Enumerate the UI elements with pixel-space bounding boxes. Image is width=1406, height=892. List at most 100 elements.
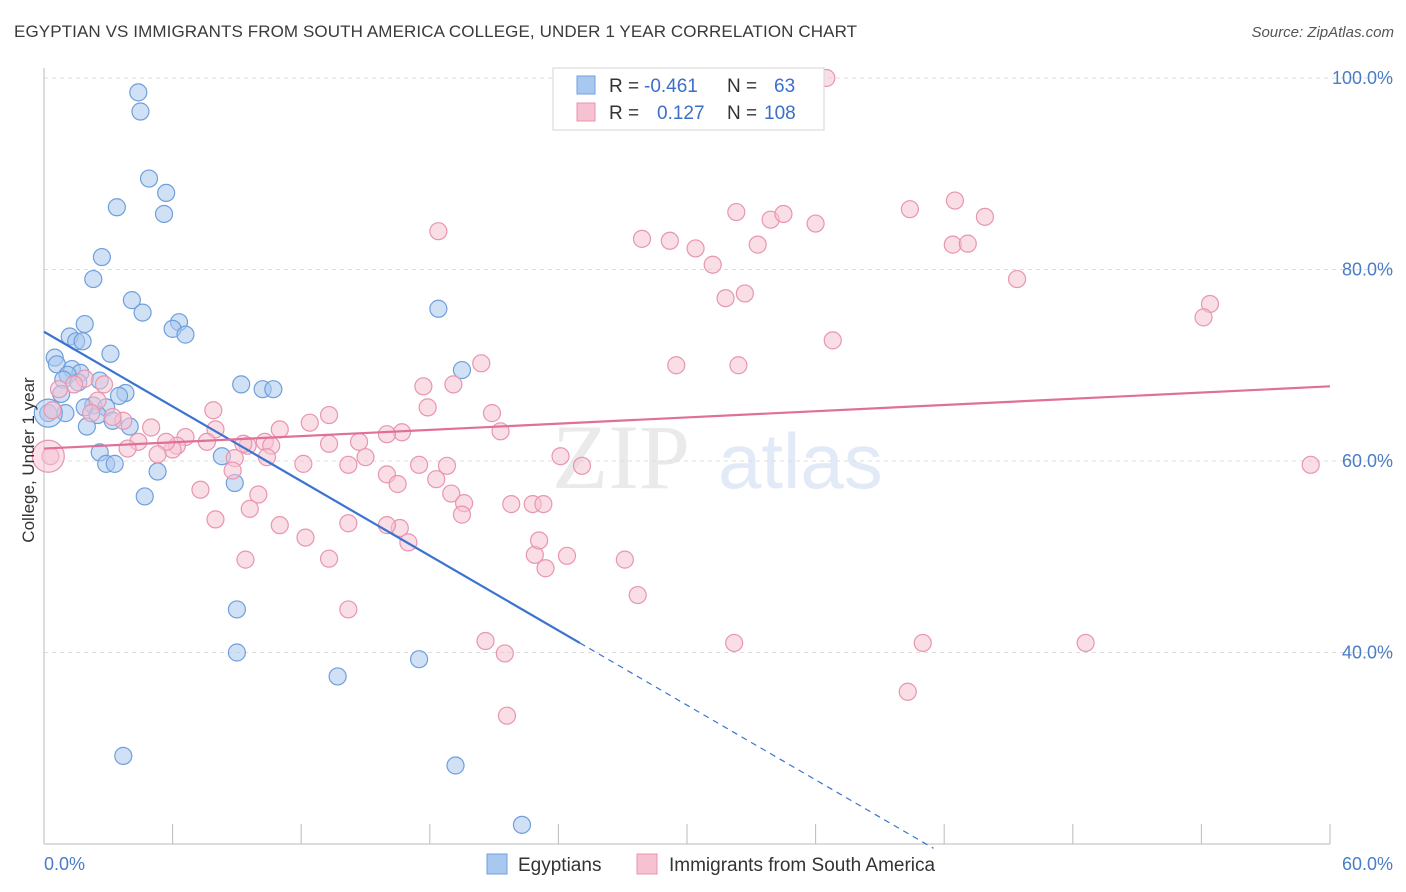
legend-r-label-egy: R = <box>609 76 639 97</box>
immigrants-point <box>572 456 592 475</box>
y-tick-label: 80.0% <box>1342 260 1393 280</box>
immigrants-point <box>204 401 223 420</box>
stats-legend: R = -0.461 N = 63 R = 0.127 N = 108 <box>552 67 825 131</box>
immigrants-point <box>536 559 555 578</box>
immigrants-point <box>495 644 514 663</box>
immigrants-point <box>472 354 491 373</box>
immigrants-trend-line <box>43 385 1331 450</box>
immigrants-point <box>429 222 448 241</box>
x-tick-min: 0.0% <box>44 854 85 874</box>
immigrants-point <box>806 214 825 233</box>
immigrants-point <box>945 191 965 210</box>
egyptians-point <box>446 756 465 775</box>
egyptians-point <box>131 102 150 121</box>
egyptians-point <box>84 269 103 289</box>
egyptians-point <box>328 667 347 686</box>
immigrants-point <box>476 631 495 651</box>
immigrants-point <box>823 331 842 350</box>
immigrants-point <box>82 404 101 423</box>
egyptians-point <box>148 462 167 481</box>
bottom-legend-immigrants: Immigrants from South America <box>669 855 936 876</box>
egyptians-point <box>139 169 159 188</box>
egyptians-point <box>176 325 195 344</box>
immigrants-point <box>444 375 463 394</box>
immigrants-point <box>1301 455 1320 474</box>
immigrants-point <box>900 200 920 219</box>
legend-n-value-egy: 63 <box>774 76 795 97</box>
egyptians-point <box>122 291 141 310</box>
immigrants-point <box>452 505 472 524</box>
egyptians-point <box>92 247 111 267</box>
egyptians-point <box>107 198 126 217</box>
immigrants-point <box>958 234 977 253</box>
y-tick-label: 40.0% <box>1342 643 1393 663</box>
immigrants-point <box>686 239 705 258</box>
immigrants-point <box>748 235 767 254</box>
immigrants-point <box>319 549 339 568</box>
immigrants-point <box>774 204 793 224</box>
legend-r-value-imm: 0.127 <box>657 103 705 124</box>
y-tick-label: 60.0% <box>1342 451 1393 471</box>
legend-n-label-imm: N = <box>727 103 757 124</box>
immigrants-point <box>118 439 137 458</box>
egyptians-point <box>75 314 94 334</box>
egyptians-points <box>33 83 532 834</box>
egyptians-point <box>135 487 154 506</box>
immigrants-point <box>49 380 69 399</box>
egyptians-point <box>264 380 283 399</box>
immigrants-point <box>1007 269 1027 289</box>
immigrants-point <box>615 550 634 569</box>
immigrants-point <box>142 418 161 437</box>
egyptians-point <box>105 454 124 473</box>
immigrants-point <box>377 425 397 444</box>
immigrants-point <box>43 401 62 420</box>
immigrants-point <box>319 405 339 425</box>
immigrants-point <box>632 229 652 248</box>
egyptians-point <box>133 303 152 322</box>
immigrants-points <box>31 68 1320 725</box>
immigrants-point <box>1076 633 1095 653</box>
egyptians-point <box>232 375 251 394</box>
immigrants-point <box>339 600 358 619</box>
series-legend: Egyptians Immigrants from South America <box>486 853 936 876</box>
immigrants-point <box>530 531 549 550</box>
y-tick-label: 100.0% <box>1332 68 1393 88</box>
egyptians-point <box>129 83 148 102</box>
immigrants-point <box>729 356 748 375</box>
egyptians-point <box>227 600 246 619</box>
immigrants-point <box>349 432 369 451</box>
immigrants-point <box>716 289 735 308</box>
immigrants-point <box>437 456 457 475</box>
egyptians-point <box>452 360 472 380</box>
immigrants-point <box>418 398 437 417</box>
source-label: Source: ZipAtlas.com <box>1251 24 1394 41</box>
immigrants-point <box>356 448 375 467</box>
immigrants-point <box>236 550 255 569</box>
bottom-legend-swatch-egyptians <box>486 853 508 875</box>
immigrants-point <box>1194 308 1213 327</box>
immigrants-point <box>270 420 289 439</box>
immigrants-point <box>557 546 577 565</box>
egyptians-point <box>101 344 120 363</box>
legend-n-value-imm: 108 <box>764 103 796 124</box>
legend-swatch-egyptians <box>576 75 596 95</box>
egyptians-point <box>429 299 448 318</box>
egyptians-trend-extension <box>579 642 934 849</box>
immigrants-point <box>502 494 521 514</box>
immigrants-point <box>442 484 461 503</box>
immigrants-point <box>223 461 242 480</box>
immigrants-point <box>94 375 114 394</box>
immigrants-point <box>667 356 686 375</box>
immigrants-point <box>482 404 502 423</box>
egyptians-trend-line <box>43 330 581 644</box>
immigrants-point <box>319 434 339 453</box>
immigrants-point <box>249 485 268 504</box>
egyptians-point <box>154 204 174 224</box>
immigrants-point <box>628 585 647 605</box>
immigrants-point <box>660 231 679 250</box>
legend-n-label-egy: N = <box>727 76 757 97</box>
egyptians-point <box>109 386 129 405</box>
immigrants-point <box>191 480 210 499</box>
immigrants-point <box>388 474 407 494</box>
